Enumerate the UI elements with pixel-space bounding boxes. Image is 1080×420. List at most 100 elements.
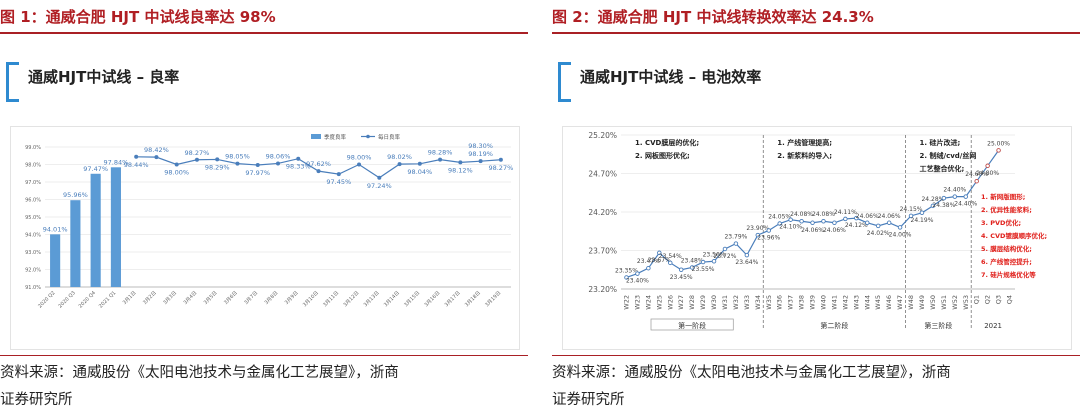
x-tick-label: 3月10日 (302, 290, 320, 308)
efficiency-point (777, 221, 782, 226)
efficiency-point (963, 194, 969, 199)
efficiency-point (832, 220, 837, 226)
efficiency-point (766, 228, 771, 233)
x-tick-label: 3月8日 (264, 290, 280, 306)
efficiency-chart-svg: 23.20% 23.70% 24.20% 24.70% 25.20% 1. CVD膜层的优… (588, 131, 1047, 331)
efficiency-point (635, 271, 640, 276)
x-tick-label: Q3 (995, 295, 1003, 304)
legend-bar-swatch (311, 134, 321, 139)
efficiency-point (908, 213, 914, 219)
line-data-label: 97.45% (326, 178, 351, 186)
phase-note: 2. 制绒/cvd/丝网 (920, 151, 977, 160)
y-tick-label: 95.0% (25, 215, 41, 221)
x-tick-label: W43 (852, 295, 860, 310)
roadmap-note: 7. 硅片规格优化等 (981, 270, 1036, 279)
x-tick-label: 3月16日 (423, 290, 441, 308)
phase-label: 2021 (984, 322, 1002, 330)
line-data-label: 98.00% (347, 154, 372, 162)
figure-2-title: 图 2：通威合肥 HJT 中试线转换效率达 24.3% (552, 8, 874, 26)
phase-note: 工艺整合优化; (920, 164, 965, 173)
x-tick-label: 3月12日 (342, 290, 360, 308)
efficiency-data-label: 24.10% (779, 224, 802, 231)
efficiency-data-label: 23.67% (648, 257, 671, 264)
efficiency-data-label: 24.19% (911, 217, 934, 224)
line-data-label: 98.19% (468, 150, 493, 158)
y-tick-label: 97.0% (25, 180, 41, 186)
y-tick-label: 92.0% (25, 268, 41, 274)
x-tick-label: Q2 (984, 295, 992, 304)
y-tick-label: 99.0% (25, 145, 41, 151)
line-point (357, 162, 362, 167)
efficiency-point (974, 178, 979, 184)
x-tick-label: 3月15日 (403, 290, 421, 308)
efficiency-data-label: 23.64% (735, 259, 758, 266)
x-tick-label: 2020 Q3 (57, 290, 76, 309)
y-tick-label: 98.0% (25, 163, 41, 169)
figure-2-source-line-2: 证券研究所 (552, 392, 625, 408)
line-data-label: 98.00% (164, 169, 189, 177)
efficiency-point (930, 203, 936, 209)
efficiency-data-label: 23.72% (714, 253, 737, 260)
yield-chart: 91.0% 92.0% 93.0% 94.0% 95.0% 96.0% 97.0% 98.0%… (10, 126, 520, 350)
efficiency-data-label: 24.00% (889, 231, 912, 238)
x-tick-label: W49 (918, 295, 926, 310)
efficiency-point (700, 259, 706, 265)
efficiency-data-label: 23.40% (626, 278, 649, 285)
x-tick-label: 2020 Q4 (78, 290, 97, 309)
heading-bracket-icon (558, 62, 571, 102)
x-tick-label: W37 (787, 295, 795, 310)
efficiency-point (711, 259, 717, 264)
line-point (194, 157, 199, 162)
efficiency-data-label: 24.40% (954, 201, 977, 208)
roadmap-note: 6. 产线管控提升; (981, 257, 1032, 266)
efficiency-data-label: 24.08% (812, 211, 835, 218)
x-tick-label: W25 (655, 295, 663, 310)
line-data-label: 98.04% (407, 168, 432, 176)
line-data-label: 98.42% (144, 146, 169, 154)
efficiency-data-label: 23.48% (681, 257, 704, 264)
efficiency-point (799, 218, 804, 224)
y-tick-label: 94.0% (25, 233, 41, 239)
roadmap-note: 5. 膜层结构优化; (981, 244, 1032, 253)
phase-note: 1. 硅片改进; (920, 138, 961, 147)
bar-data-label: 97.47% (83, 165, 108, 173)
x-tick-label: W33 (743, 295, 751, 310)
bar (50, 234, 61, 287)
efficiency-data-label: 24.80% (976, 170, 999, 177)
x-tick-label: W41 (830, 295, 838, 310)
roadmap-note: 3. PVD优化; (981, 218, 1021, 227)
efficiency-data-label: 24.06% (801, 227, 824, 234)
efficiency-point (821, 218, 826, 224)
x-tick-label: 2020 Q2 (37, 290, 56, 309)
efficiency-data-label: 23.96% (757, 234, 780, 241)
efficiency-point (886, 220, 892, 226)
x-tick-label: W31 (721, 295, 729, 310)
line-data-label: 98.05% (225, 153, 250, 161)
efficiency-point (941, 195, 947, 201)
efficiency-point (657, 250, 662, 256)
bar (70, 200, 81, 287)
x-tick-label: W30 (710, 295, 718, 310)
y-tick-label: 23.70% (588, 247, 617, 256)
efficiency-data-label: 24.40% (943, 187, 966, 194)
efficiency-data-label: 24.28% (921, 196, 944, 203)
x-tick-label: W48 (907, 295, 915, 310)
x-tick-label: W53 (962, 295, 970, 310)
figure-2-top-rule (552, 32, 1080, 34)
efficiency-data-label: 24.06% (856, 213, 879, 220)
figure-1-top-rule (0, 32, 528, 34)
x-tick-label: W42 (841, 295, 849, 310)
efficiency-data-label: 24.11% (834, 209, 857, 216)
x-tick-label: 3月17日 (444, 290, 462, 308)
efficiency-point (667, 260, 673, 266)
figure-2-slide-heading: 通威HJT中试线 – 电池效率 (580, 68, 762, 86)
figure-1-source-line-1: 资料来源：通威股份《太阳电池技术与金属化工艺展望》，浙商 (0, 365, 399, 381)
efficiency-data-label: 24.02% (867, 230, 890, 237)
line-data-label: 98.44% (124, 161, 149, 169)
x-tick-label: W50 (929, 295, 937, 310)
efficiency-point (854, 215, 859, 221)
line-point (296, 156, 301, 161)
efficiency-data-label: 24.06% (823, 227, 846, 234)
efficiency-data-label: 23.47% (637, 258, 660, 265)
efficiency-data-label: 23.54% (659, 253, 682, 260)
